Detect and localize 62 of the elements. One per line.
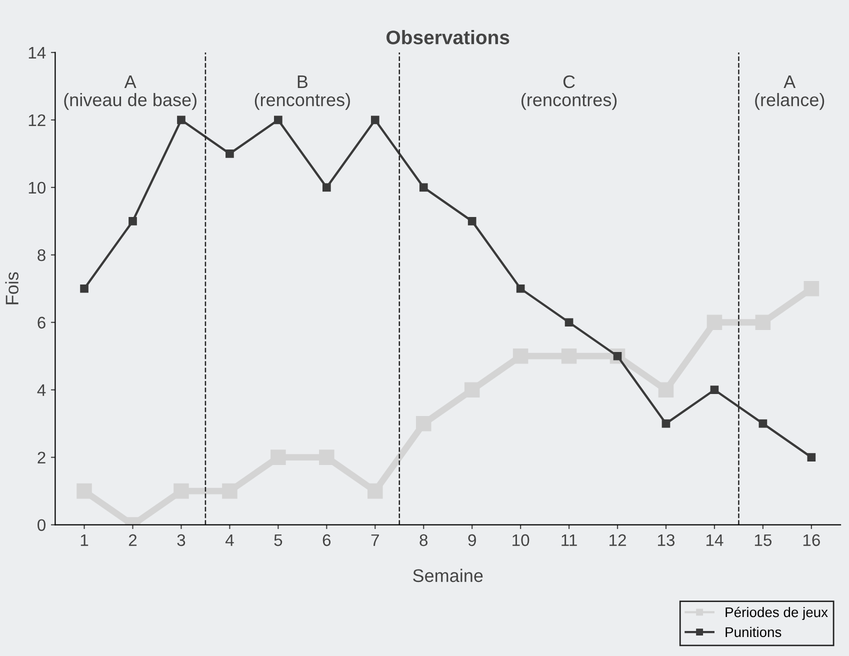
x-tick-label: 5 [274,534,282,546]
point [416,416,432,432]
y-tick-label: 14 [28,47,46,59]
x-tick-label: 4 [225,534,234,546]
point [804,281,820,296]
y-axis-title: Fois [5,272,18,304]
y-tick-label: 12 [28,114,46,126]
point [419,183,428,192]
point [128,217,137,226]
x-tick-label: 3 [177,534,186,546]
point [226,150,234,158]
y-tick-label: 0 [38,519,46,532]
x-tick-label: 2 [128,534,137,546]
x-tick-label: 8 [420,534,428,546]
point [512,348,528,364]
x-tick-label: 13 [658,534,675,546]
point [561,348,577,364]
point [274,116,282,124]
y-tick-label: 4 [37,384,46,396]
x-axis-title: Semaine [413,568,483,582]
annotation: B (rencontres) [254,76,350,110]
x-tick-label: 9 [468,534,476,546]
y-tick-label: 6 [38,316,46,329]
point [706,314,722,330]
point [76,483,92,499]
point [658,382,674,398]
x-tick-label: 14 [706,534,724,546]
point [710,386,719,394]
point [80,284,88,293]
point [755,314,771,330]
point [662,419,670,428]
x-tick-label: 15 [754,534,772,546]
y-tick-label: 10 [28,182,46,194]
point [370,116,380,124]
point [807,453,816,462]
x-tick-label: 10 [512,534,530,546]
point [758,419,768,428]
point [319,450,334,465]
point [174,483,189,499]
x-tick-label: 12 [610,534,626,546]
point [177,116,186,124]
point [468,217,476,226]
x-tick-label: 6 [322,534,331,546]
chart-title: Observations [386,30,510,44]
point [270,450,286,465]
legend-label: Punitions [726,626,782,638]
x-tick-label: 1 [80,534,88,546]
point [322,183,331,192]
legend-label: Périodes de jeux [726,606,828,620]
annotation: A (relance) [755,76,824,110]
annotation: A (niveau de base) [64,76,196,110]
y-tick-label: 8 [38,249,46,262]
point [222,483,238,499]
x-tick-label: 7 [371,534,379,546]
y-tick-label: 2 [38,452,46,464]
point [367,483,383,499]
point [464,382,480,398]
x-tick-label: 11 [562,534,577,546]
annotation: C (rencontres) [522,75,617,110]
point [564,318,574,327]
point [516,284,525,293]
x-tick-label: 16 [803,534,820,546]
